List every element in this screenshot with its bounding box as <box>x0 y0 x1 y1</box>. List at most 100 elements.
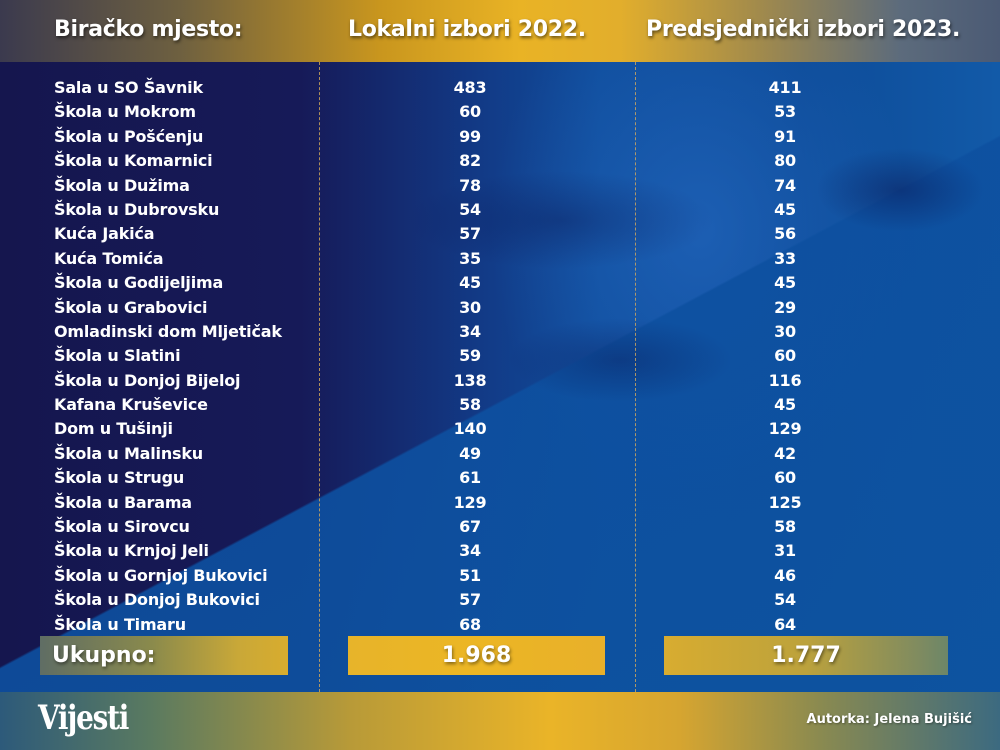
table-body: Sala u SO Šavnik 483 411 Škola u Mokrom 60 53… <box>0 76 1000 637</box>
location-name: Kuća Tomića <box>54 248 164 268</box>
value-2022: 57 <box>459 224 481 244</box>
value-2023: 74 <box>774 175 796 195</box>
value-2022: 99 <box>459 126 481 146</box>
value-2023: 411 <box>768 78 802 97</box>
value-2022: 78 <box>459 175 481 195</box>
value-2023: 45 <box>774 273 796 293</box>
value-2022: 49 <box>459 443 481 463</box>
value-2022: 129 <box>453 492 487 512</box>
value-2023: 129 <box>768 419 802 439</box>
value-2023: 116 <box>768 370 802 390</box>
total-label: Ukupno: <box>40 636 288 675</box>
value-2022: 59 <box>459 346 481 366</box>
value-2022: 51 <box>459 565 481 585</box>
value-2023: 60 <box>774 468 796 488</box>
table-row: Škola u Dužima 78 74 <box>0 174 1000 198</box>
value-2022: 57 <box>459 590 481 610</box>
table-row: Škola u Dubrovsku 54 45 <box>0 198 1000 222</box>
value-2022: 82 <box>459 151 481 171</box>
table-row: Škola u Godijeljima 45 45 <box>0 271 1000 295</box>
value-2022: 138 <box>453 370 487 390</box>
table-row: Škola u Pošćenju 99 91 <box>0 125 1000 149</box>
total-2022: 1.968 <box>348 636 605 675</box>
location-name: Škola u Slatini <box>54 346 181 366</box>
value-2023: 31 <box>774 541 796 561</box>
header-local-2022: Lokalni izbori 2022. <box>348 17 586 42</box>
value-2023: 46 <box>774 565 796 585</box>
value-2022: 45 <box>459 273 481 293</box>
value-2022: 483 <box>453 78 487 97</box>
author-credit: Autorka: Jelena Bujišić <box>806 712 972 727</box>
value-2023: 56 <box>774 224 796 244</box>
table-row: Dom u Tušinji 140 129 <box>0 417 1000 441</box>
column-divider <box>635 62 636 692</box>
table-row: Omladinski dom Mljetičak 34 30 <box>0 320 1000 344</box>
location-name: Škola u Gornjoj Bukovici <box>54 565 268 585</box>
table-row: Škola u Grabovici 30 29 <box>0 296 1000 320</box>
value-2023: 60 <box>774 346 796 366</box>
table-row: Kafana Kruševice 58 45 <box>0 393 1000 417</box>
location-name: Škola u Malinsku <box>54 443 203 463</box>
location-name: Škola u Mokrom <box>54 102 196 122</box>
table-row: Škola u Sirovcu 67 58 <box>0 515 1000 539</box>
value-2023: 45 <box>774 395 796 415</box>
value-2022: 140 <box>453 419 487 439</box>
value-2023: 91 <box>774 126 796 146</box>
value-2023: 29 <box>774 297 796 317</box>
location-name: Škola u Godijeljima <box>54 273 224 293</box>
table-row: Škola u Strugu 61 60 <box>0 466 1000 490</box>
value-2022: 67 <box>459 517 481 537</box>
location-name: Škola u Donjoj Bukovici <box>54 590 260 610</box>
location-name: Škola u Barama <box>54 492 192 512</box>
value-2022: 34 <box>459 321 481 341</box>
table-row: Kuća Jakića 57 56 <box>0 222 1000 246</box>
value-2023: 64 <box>774 614 796 634</box>
value-2022: 34 <box>459 541 481 561</box>
location-name: Dom u Tušinji <box>54 419 173 439</box>
value-2023: 58 <box>774 517 796 537</box>
table-row: Škola u Mokrom 60 53 <box>0 100 1000 124</box>
value-2023: 80 <box>774 151 796 171</box>
location-name: Škola u Dužima <box>54 175 190 195</box>
value-2022: 68 <box>459 614 481 634</box>
table-row: Škola u Donjoj Bijeloj 138 116 <box>0 369 1000 393</box>
location-name: Škola u Grabovici <box>54 297 208 317</box>
location-name: Škola u Donjoj Bijeloj <box>54 370 241 390</box>
table-row: Kuća Tomića 35 33 <box>0 247 1000 271</box>
value-2023: 33 <box>774 248 796 268</box>
value-2022: 35 <box>459 248 481 268</box>
value-2023: 45 <box>774 199 796 219</box>
vijesti-logo: Vijesti <box>38 698 129 738</box>
value-2023: 125 <box>768 492 802 512</box>
location-name: Škola u Dubrovsku <box>54 199 220 219</box>
value-2023: 53 <box>774 102 796 122</box>
column-divider <box>319 62 320 692</box>
location-name: Sala u SO Šavnik <box>54 78 203 97</box>
location-name: Škola u Krnjoj Jeli <box>54 541 209 561</box>
value-2023: 54 <box>774 590 796 610</box>
table-row: Škola u Slatini 59 60 <box>0 344 1000 368</box>
location-name: Škola u Sirovcu <box>54 517 190 537</box>
table-header: Biračko mjesto: Lokalni izbori 2022. Pre… <box>0 0 1000 62</box>
table-row: Škola u Krnjoj Jeli 34 31 <box>0 539 1000 563</box>
location-name: Kuća Jakića <box>54 224 155 244</box>
value-2023: 42 <box>774 443 796 463</box>
footer: Vijesti Autorka: Jelena Bujišić <box>0 692 1000 750</box>
location-name: Škola u Strugu <box>54 468 185 488</box>
value-2023: 30 <box>774 321 796 341</box>
value-2022: 58 <box>459 395 481 415</box>
total-2023: 1.777 <box>664 636 948 675</box>
location-name: Škola u Komarnici <box>54 151 213 171</box>
value-2022: 61 <box>459 468 481 488</box>
header-presidential-2023: Predsjednički izbori 2023. <box>646 17 961 42</box>
value-2022: 60 <box>459 102 481 122</box>
location-name: Omladinski dom Mljetičak <box>54 321 282 341</box>
table-row: Škola u Malinsku 49 42 <box>0 442 1000 466</box>
table-row: Sala u SO Šavnik 483 411 <box>0 76 1000 100</box>
table-row: Škola u Gornjoj Bukovici 51 46 <box>0 564 1000 588</box>
location-name: Kafana Kruševice <box>54 395 208 415</box>
table-row: Škola u Timaru 68 64 <box>0 613 1000 637</box>
header-location: Biračko mjesto: <box>54 17 243 42</box>
